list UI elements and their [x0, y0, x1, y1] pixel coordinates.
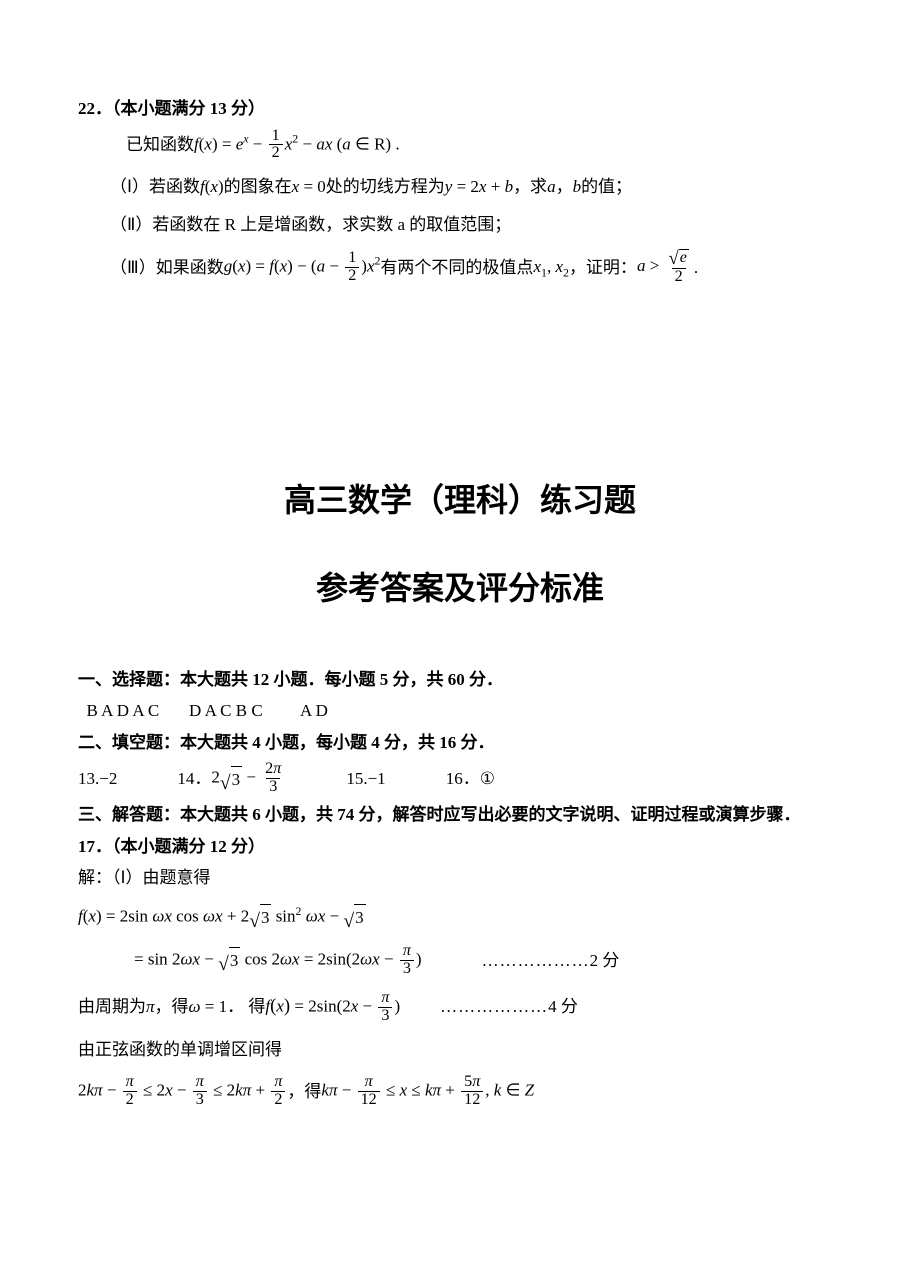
q17-period-prefix: 由周期为	[78, 994, 146, 1020]
q17-period-mid1: ，得	[155, 994, 189, 1020]
q22-part3: （Ⅲ）如果函数 g(x) = f(x) − (a − 12)x2 有两个不同的极…	[78, 249, 842, 286]
q22-part1-prefix: （Ⅰ）若函数	[110, 174, 200, 200]
q22-part3-mid1: 有两个不同的极值点	[380, 255, 533, 281]
dots-4: ………………	[440, 994, 548, 1020]
section1-heading: 一、选择题：本大题共 12 小题．每小题 5 分，共 60 分．	[78, 667, 842, 693]
q17-fx-line2: = sin 2ωx − √3 cos 2ωx = 2sin(2ωx − π3) …	[78, 943, 842, 978]
dots-2: ………………	[482, 948, 590, 974]
q17-mono: 由正弦函数的单调增区间得	[78, 1037, 842, 1063]
answer-title-2: 参考答案及评分标准	[78, 564, 842, 612]
q17-fx-expr1: f(x) = 2sin ωx cos ωx + 2√3 sin2 ωx − √3	[78, 903, 366, 931]
section2-heading: 二、填空题：本大题共 4 小题，每小题 4 分，共 16 分．	[78, 730, 842, 756]
section3-heading: 三、解答题：本大题共 6 小题，共 74 分，解答时应写出必要的文字说明、证明过…	[78, 802, 842, 828]
q17-range-right: kπ − π12 ≤ x ≤ kπ + 5π12, k ∈ Z	[321, 1074, 534, 1109]
q17-omega: ω = 1	[189, 994, 228, 1020]
q22-intro-prefix: 已知函数	[126, 132, 194, 158]
fill-13-label: 13.	[78, 766, 99, 792]
answer-title-1: 高三数学（理科）练习题	[78, 476, 842, 524]
q22-part3-ineq: a > √e2	[637, 249, 694, 286]
q17-pts2: 2 分	[590, 948, 620, 974]
q22-part3-gx: g(x) = f(x) − (a − 12)x2	[224, 250, 381, 285]
q17-period-line: 由周期为 π ，得 ω = 1 ． 得 f(x) = 2sin(2x − π3)…	[78, 990, 842, 1025]
q17-pts4: 4 分	[548, 994, 578, 1020]
q22-part1-mid3: ，求	[513, 174, 547, 200]
q17-fx-final: f(x) = 2sin(2x − π3)	[265, 990, 400, 1025]
q22-part2: （Ⅱ）若函数在 R 上是增函数，求实数 a 的取值范围；	[78, 212, 842, 238]
q22-part1: （Ⅰ）若函数 f(x) 的图象在 x = 0 处的切线方程为 y = 2x + …	[78, 174, 842, 200]
q17-range-line: 2kπ − π2 ≤ 2x − π3 ≤ 2kπ + π2 ，得 kπ − π1…	[78, 1074, 842, 1109]
fill-16-value: ①	[480, 766, 495, 792]
q22-part3-mid2: ，证明：	[569, 255, 637, 281]
q22-part1-fx: f(x)	[200, 174, 224, 200]
fill-14-label: 14．	[177, 766, 211, 792]
q22-part3-x1x2: x1, x2	[533, 254, 569, 282]
q17-period-pi: π	[146, 994, 155, 1020]
q22-part1-mid1: 的图象在	[224, 174, 292, 200]
q17-heading: 17．（本小题满分 12 分）	[78, 834, 842, 860]
q17-fx-expr2: = sin 2ωx − √3 cos 2ωx = 2sin(2ωx − π3)	[134, 943, 422, 978]
q17-fx-line1: f(x) = 2sin ωx cos ωx + 2√3 sin2 ωx − √3	[78, 903, 842, 931]
q22-part3-suffix: .	[694, 255, 698, 281]
q22-intro: 已知函数 f(x) = ex − 12x2 − ax (a ∈ R) .	[78, 128, 842, 163]
fill-16-label: 16．	[446, 766, 480, 792]
q17-range-left: 2kπ − π2 ≤ 2x − π3 ≤ 2kπ + π2	[78, 1074, 287, 1109]
q22-heading: 22．（本小题满分 13 分）	[78, 96, 842, 122]
q22-part1-mid4: ，	[556, 174, 573, 200]
q22-part1-x0: x = 0	[292, 174, 326, 200]
q22-part1-b: b	[573, 174, 582, 200]
q22-part3-prefix: （Ⅲ）如果函数	[110, 255, 224, 281]
section1-answers-text: B A D A C D A C B C A D	[87, 701, 328, 720]
q22-part1-a: a	[547, 174, 556, 200]
fill-15-label: 15.	[346, 766, 367, 792]
q22-part1-mid2: 处的切线方程为	[326, 174, 445, 200]
fill-14-value: 2√3 − 2π3	[211, 761, 286, 796]
q22-part1-suffix: 的值；	[581, 174, 632, 200]
section1-answers: B A D A C D A C B C A D	[78, 698, 842, 724]
q17-line1: 解：（Ⅰ）由题意得	[78, 865, 842, 891]
q17-range-mid: ，得	[287, 1079, 321, 1105]
q17-period-mid2: ． 得	[227, 994, 265, 1020]
fill-13-value: −2	[99, 766, 117, 792]
fill-answers-row: 13. −2 14． 2√3 − 2π3 15. −1 16． ①	[78, 761, 842, 796]
q22-part1-tangent: y = 2x + b	[445, 174, 513, 200]
q22-intro-math: f(x) = ex − 12x2 − ax (a ∈ R) .	[194, 128, 400, 163]
fill-15-value: −1	[368, 766, 386, 792]
